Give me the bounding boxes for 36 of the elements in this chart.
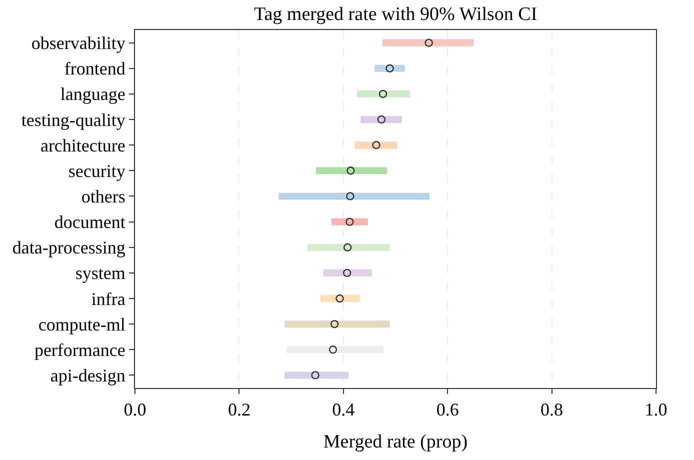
y-tick-label: architecture xyxy=(40,135,126,156)
y-tick-label: infra xyxy=(91,288,126,309)
x-tick-label: 1.0 xyxy=(644,400,668,420)
y-tick-label: api-design xyxy=(50,366,126,386)
point xyxy=(346,166,355,175)
point xyxy=(346,192,354,200)
point xyxy=(377,115,386,124)
y-tick-label: document xyxy=(54,212,126,232)
x-tick-label: 0.8 xyxy=(540,400,564,420)
y-tick-label: language xyxy=(60,84,126,104)
point xyxy=(342,268,352,278)
chart-title: Tag merged rate with 90% Wilson CI xyxy=(254,4,538,26)
y-tick-label: data-processing xyxy=(12,238,126,258)
point xyxy=(328,346,338,354)
y-tick-label: compute-ml xyxy=(38,314,126,334)
point xyxy=(336,294,344,303)
y-tick-label: security xyxy=(68,160,126,181)
y-tick-label: testing-quality xyxy=(21,110,126,130)
point xyxy=(330,320,339,328)
y-tick-label: observability xyxy=(31,33,126,54)
point xyxy=(378,90,388,98)
point xyxy=(346,218,354,226)
y-tick-label: performance xyxy=(34,340,126,360)
x-tick-label: 0.6 xyxy=(436,400,459,420)
y-tick-label: frontend xyxy=(64,58,126,79)
point xyxy=(372,140,380,150)
point xyxy=(311,371,320,380)
y-tick-label: system xyxy=(75,263,126,284)
point xyxy=(343,243,352,252)
x-tick-label: 0.4 xyxy=(332,400,355,420)
x-tick-label: 0.2 xyxy=(228,400,250,420)
x-tick-label: 0.0 xyxy=(124,400,146,420)
y-tick-label: others xyxy=(81,186,126,207)
x-axis-title: Merged rate (prop) xyxy=(323,431,468,452)
point xyxy=(386,64,394,72)
point xyxy=(424,38,433,47)
